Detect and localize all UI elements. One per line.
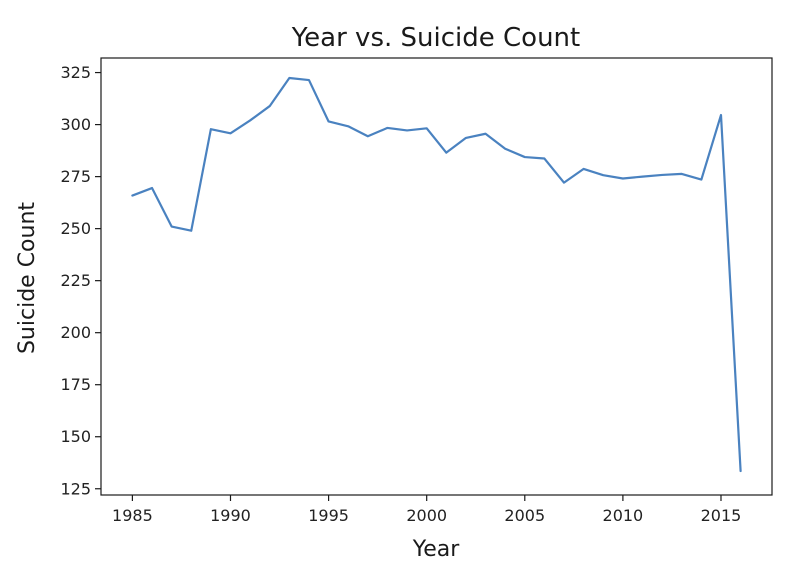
x-axis-ticks: 1985 1990 1995 2000 2005 2010 2015 [112,495,741,525]
y-tick-label: 325 [60,63,91,82]
y-tick-label: 225 [60,271,91,290]
x-tick-label: 1985 [112,506,153,525]
y-tick-label: 300 [60,115,91,134]
x-tick-label: 2000 [406,506,447,525]
y-tick-label: 125 [60,479,91,498]
x-tick-label: 2005 [504,506,545,525]
y-tick-label: 175 [60,375,91,394]
y-tick-label: 275 [60,167,91,186]
series-group [131,76,742,473]
series-line-0 [131,76,742,473]
x-tick-label: 2010 [603,506,644,525]
y-tick-label: 150 [60,427,91,446]
plot-frame [100,57,773,496]
y-tick-label: 200 [60,323,91,342]
x-tick-label: 2015 [701,506,742,525]
x-tick-label: 1995 [308,506,349,525]
y-tick-label: 250 [60,219,91,238]
x-axis-label: Year [412,537,461,562]
y-axis-ticks: 125 150 175 200 225 250 275 300 325 [60,63,101,498]
x-tick-label: 1990 [210,506,251,525]
y-axis-label: Suicide Count [15,202,40,354]
chart-title: Year vs. Suicide Count [291,23,580,53]
